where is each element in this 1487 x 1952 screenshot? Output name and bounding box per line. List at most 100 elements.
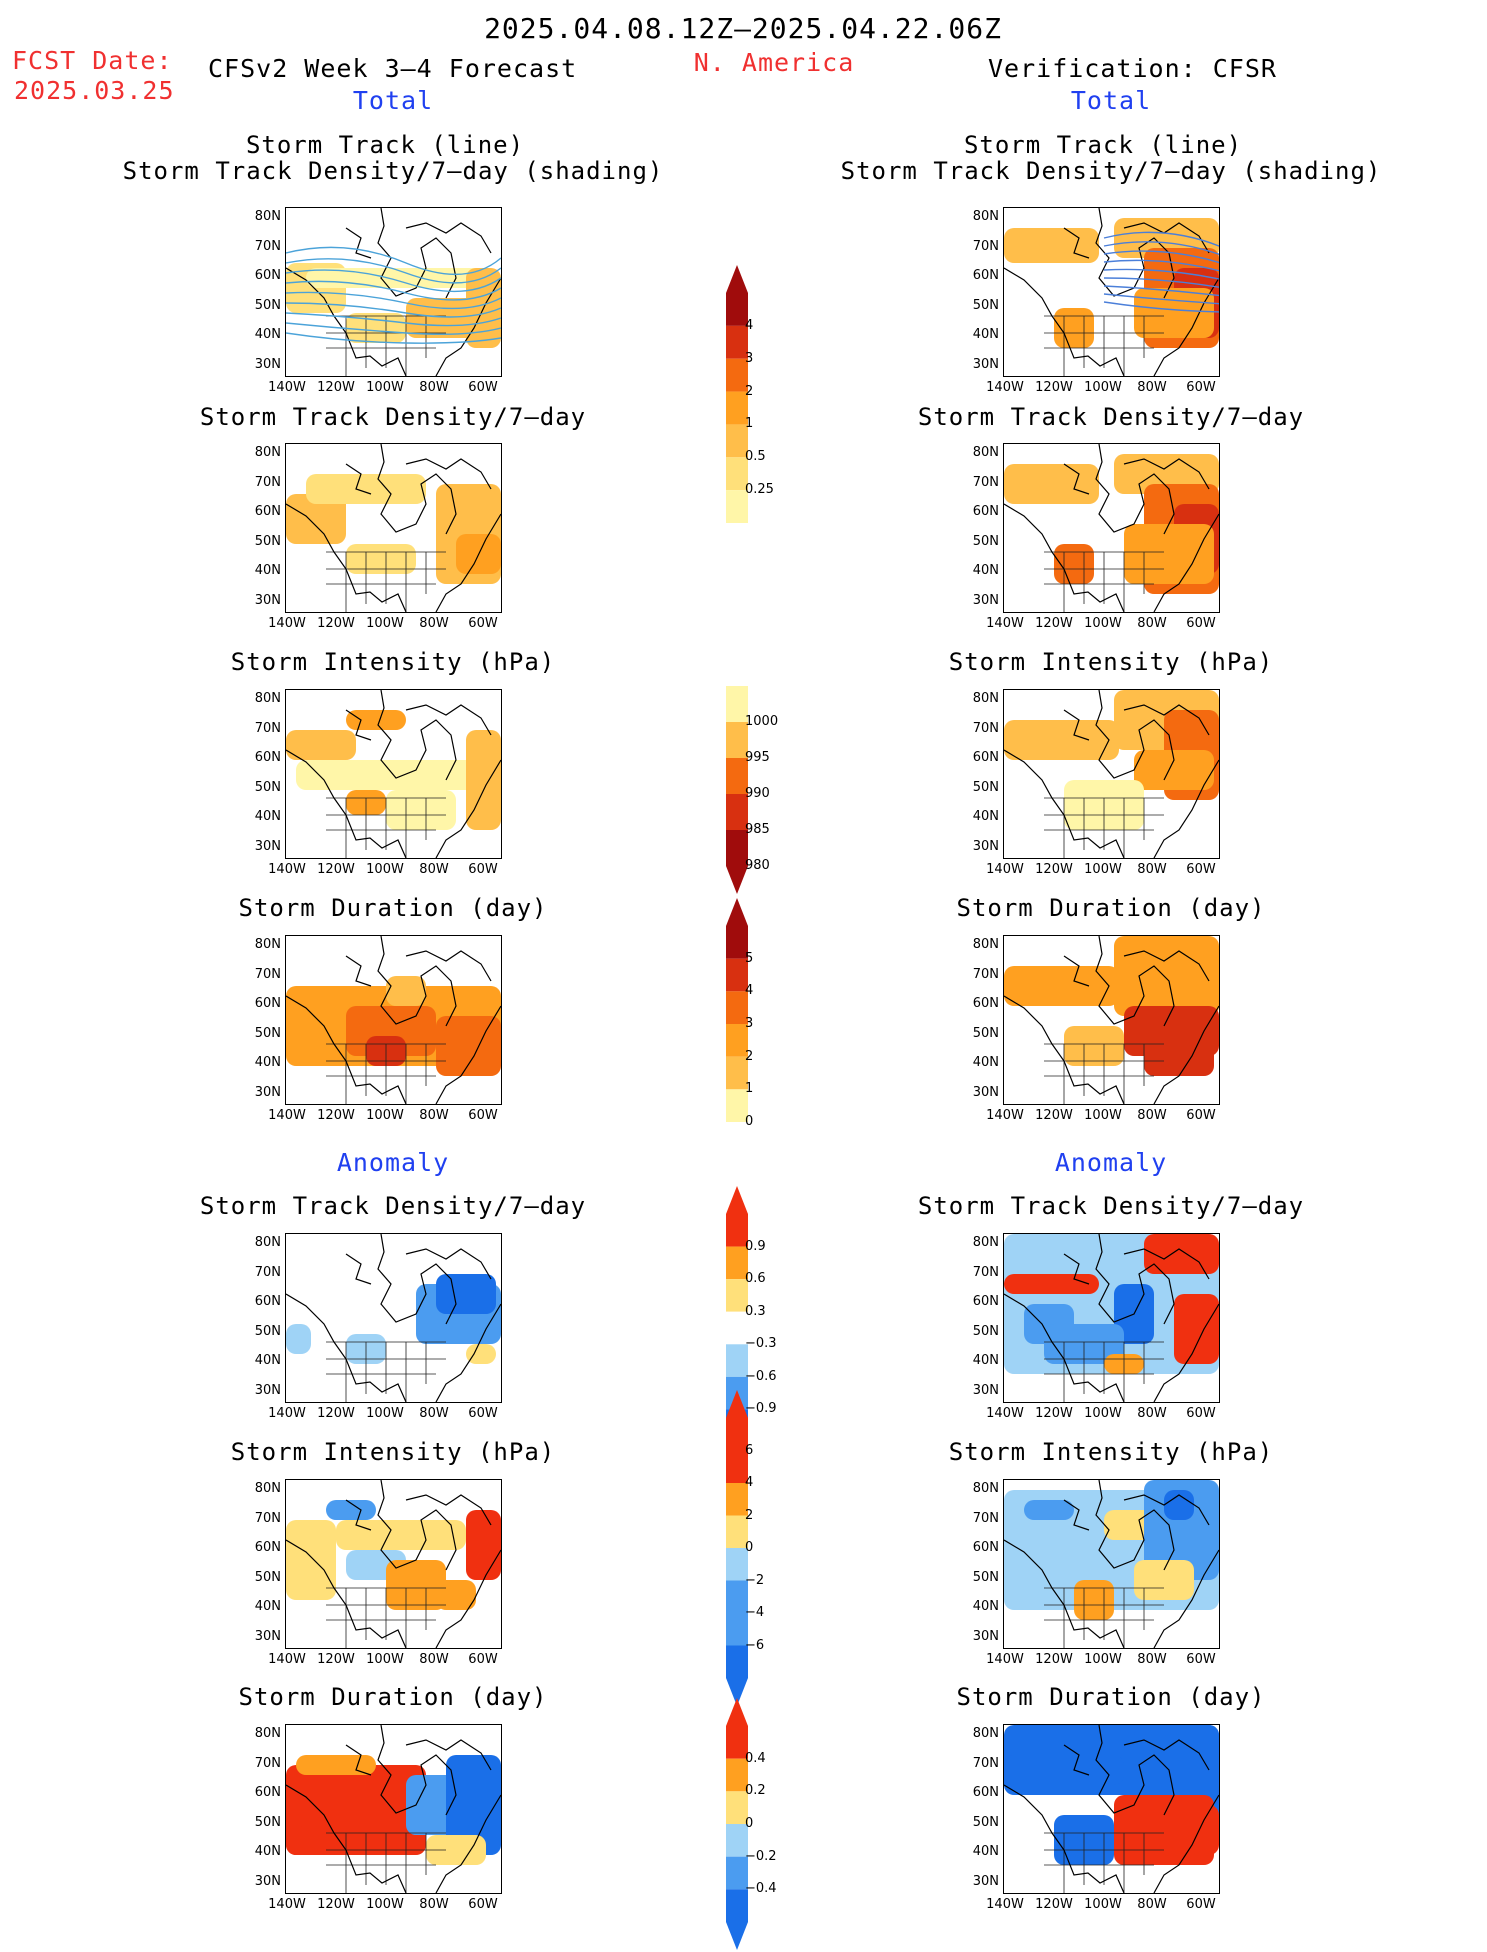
lon-tick-label: 140W — [268, 1652, 306, 1667]
lat-tick-label: 60N — [972, 268, 999, 283]
lat-tick-label: 30N — [972, 1873, 999, 1889]
coastline-map-icon — [286, 1480, 501, 1648]
colorbar-intensity-total — [726, 686, 748, 894]
map-panel-density-1 — [1003, 443, 1220, 613]
state-boundaries — [1044, 1587, 1164, 1648]
lat-tick-label: 30N — [254, 1382, 281, 1398]
shaded-region — [1004, 228, 1099, 263]
lon-tick-label: 140W — [268, 862, 306, 877]
lon-tick-label: 120W — [1035, 1108, 1073, 1123]
colorbar-density-total — [726, 265, 748, 523]
lat-tick-label: 60N — [254, 750, 281, 765]
title-intensity-anom-right: Storm Intensity (hPa) — [948, 1438, 1274, 1466]
lon-tick-label: 120W — [317, 1108, 355, 1123]
storm-track-line — [1103, 231, 1219, 247]
colorbar-segment — [726, 457, 748, 491]
colorbar-label: 0.25 — [745, 482, 774, 498]
shaded-region — [326, 1500, 376, 1520]
colorbar-segment — [726, 1483, 748, 1516]
shaded-region — [426, 1835, 486, 1865]
shaded-region — [1004, 1755, 1124, 1785]
model-title: CFSv2 Week 3–4 Forecast — [208, 54, 578, 83]
coastline-map-icon — [1004, 936, 1219, 1104]
shaded-region — [436, 1580, 476, 1610]
shaded-region — [286, 730, 356, 760]
lat-tick-label: 60N — [254, 1785, 281, 1800]
state-boundaries — [1044, 1832, 1164, 1893]
lat-tick-label: 60N — [254, 268, 281, 283]
lat-tick-label: 70N — [972, 1264, 999, 1280]
title-density-anom-right: Storm Track Density/7–day — [917, 1192, 1305, 1220]
lon-tick-label: 80W — [1137, 616, 1167, 631]
lat-tick-label: 50N — [254, 1323, 281, 1339]
lat-tick-label: 70N — [972, 1510, 999, 1526]
storm-track-line — [1103, 293, 1219, 305]
lon-tick-label: 120W — [1035, 1897, 1073, 1912]
section-total-left: Total — [352, 86, 434, 115]
lat-tick-label: 60N — [254, 1540, 281, 1555]
coastline-map-icon — [1004, 1234, 1219, 1402]
lon-tick-label: 100W — [366, 1897, 404, 1912]
colorbar-label: 0.2 — [745, 1783, 766, 1799]
title-duration-left: Storm Duration (day) — [238, 894, 548, 922]
lon-tick-label: 120W — [1035, 1406, 1073, 1421]
colorbar-label: 985 — [745, 822, 770, 837]
shaded-region — [1074, 1580, 1114, 1620]
colorbar-segment — [726, 794, 748, 830]
colorbar-segment — [726, 1344, 748, 1377]
lon-tick-label: 60W — [1186, 862, 1216, 877]
lat-tick-label: 40N — [254, 1055, 281, 1070]
lon-tick-label: 140W — [986, 1897, 1024, 1912]
lon-tick-label: 60W — [1186, 1406, 1216, 1421]
lon-tick-label: 80W — [419, 380, 449, 395]
colorbar-label: 0 — [745, 1114, 754, 1129]
shaded-region — [336, 1520, 466, 1550]
colorbar-segment — [726, 1279, 748, 1312]
colorbar-label: 4 — [745, 317, 754, 333]
lon-tick-label: 120W — [317, 862, 355, 877]
lat-tick-label: 40N — [254, 809, 281, 824]
shaded-region — [346, 710, 406, 730]
storm-track-line — [1103, 250, 1219, 264]
colorbar-segment — [726, 1613, 748, 1646]
title-intensity-left: Storm Intensity (hPa) — [230, 648, 556, 676]
colorbar-label: 3 — [745, 350, 754, 366]
lat-tick-label: 50N — [254, 779, 281, 795]
map-panel-density-anom-1 — [1003, 1233, 1220, 1403]
lat-tick-label: 50N — [254, 1569, 281, 1585]
map-field — [1004, 1480, 1219, 1648]
lat-tick-label: 80N — [972, 1481, 999, 1496]
state-boundaries — [1044, 1341, 1164, 1402]
lon-tick-label: 100W — [366, 1108, 404, 1123]
lat-tick-label: 70N — [972, 966, 999, 982]
storm-track-line — [1103, 241, 1219, 256]
lat-tick-label: 50N — [254, 1025, 281, 1041]
lon-tick-label: 80W — [1137, 380, 1167, 395]
colorbar-segment — [726, 1089, 748, 1122]
shaded-region — [386, 790, 456, 830]
colorbar-segment — [726, 1515, 748, 1548]
shaded-region — [1124, 524, 1214, 584]
lat-tick-label: 50N — [972, 1814, 999, 1830]
colorbar-label: −0.3 — [745, 1336, 777, 1352]
map-panel-density-anom-0 — [285, 1233, 502, 1403]
colorbar-segment — [726, 293, 748, 326]
lon-tick-label: 80W — [1137, 862, 1167, 877]
shaded-region — [1004, 1274, 1099, 1294]
lon-tick-label: 60W — [468, 862, 498, 877]
lon-tick-label: 80W — [1137, 1652, 1167, 1667]
lon-tick-label: 140W — [986, 1652, 1024, 1667]
title-density-anom-left: Storm Track Density/7–day — [199, 1192, 587, 1220]
colorbar-segment — [726, 1726, 748, 1759]
lat-tick-label: 70N — [254, 238, 281, 254]
lat-tick-label: 80N — [972, 691, 999, 706]
state-boundaries — [326, 1832, 446, 1893]
shaded-region — [466, 1510, 501, 1580]
colorbar-label: 5 — [745, 950, 754, 966]
lon-tick-label: 100W — [366, 616, 404, 631]
colorbar-segment — [726, 722, 748, 758]
lat-tick-label: 60N — [972, 750, 999, 765]
shaded-region — [386, 976, 426, 1006]
lon-tick-label: 60W — [468, 1652, 498, 1667]
lon-tick-label: 80W — [1137, 1897, 1167, 1912]
